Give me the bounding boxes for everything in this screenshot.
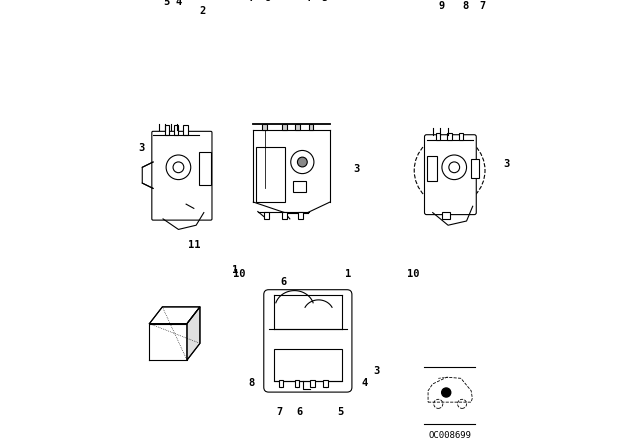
Text: 8: 8 [248,378,254,388]
Circle shape [442,388,451,397]
Bar [442,211,450,219]
Text: 5: 5 [337,406,344,417]
Text: 7: 7 [479,1,485,12]
Text: 10: 10 [233,269,245,279]
Text: 3: 3 [374,366,380,376]
Text: 3: 3 [503,159,509,169]
FancyBboxPatch shape [424,135,476,215]
Bar [298,211,303,219]
Text: 8: 8 [463,1,469,12]
Bar [174,125,179,135]
Text: 3: 3 [139,143,145,153]
Text: 1: 1 [232,265,238,275]
Bar [274,349,342,381]
Text: OC008699: OC008699 [428,431,471,440]
Text: 5: 5 [163,0,169,8]
Circle shape [298,157,307,167]
Polygon shape [149,307,200,323]
Bar [436,133,440,140]
Bar [295,124,300,130]
Bar [264,211,269,219]
Text: 4: 4 [362,378,368,388]
Bar [447,133,452,140]
Text: 7: 7 [248,0,254,4]
Bar [199,151,211,185]
Bar [308,124,314,130]
Text: 8: 8 [264,0,271,4]
Bar [165,125,169,135]
Text: 1: 1 [345,269,351,279]
Text: 2: 2 [200,5,205,16]
Bar [426,156,436,181]
Bar [184,125,188,135]
Text: 4: 4 [305,0,311,4]
Text: 6: 6 [296,406,303,417]
Bar [279,380,284,387]
Text: 9: 9 [438,1,445,12]
Bar [293,181,306,191]
Text: 5: 5 [321,0,327,4]
Bar [471,159,479,178]
Bar [256,147,285,202]
Bar [262,124,267,130]
Bar [310,380,314,387]
Text: 6: 6 [280,277,287,287]
Text: 3: 3 [353,164,360,173]
Bar [459,133,463,140]
Text: 7: 7 [276,406,283,417]
Bar [323,380,328,387]
Bar [282,211,287,219]
Polygon shape [187,307,200,360]
FancyBboxPatch shape [152,131,212,220]
FancyBboxPatch shape [264,290,352,392]
Bar [282,124,287,130]
Text: 4: 4 [175,0,181,8]
Text: 11: 11 [188,241,201,250]
Bar [295,380,300,387]
Text: 10: 10 [407,269,419,279]
